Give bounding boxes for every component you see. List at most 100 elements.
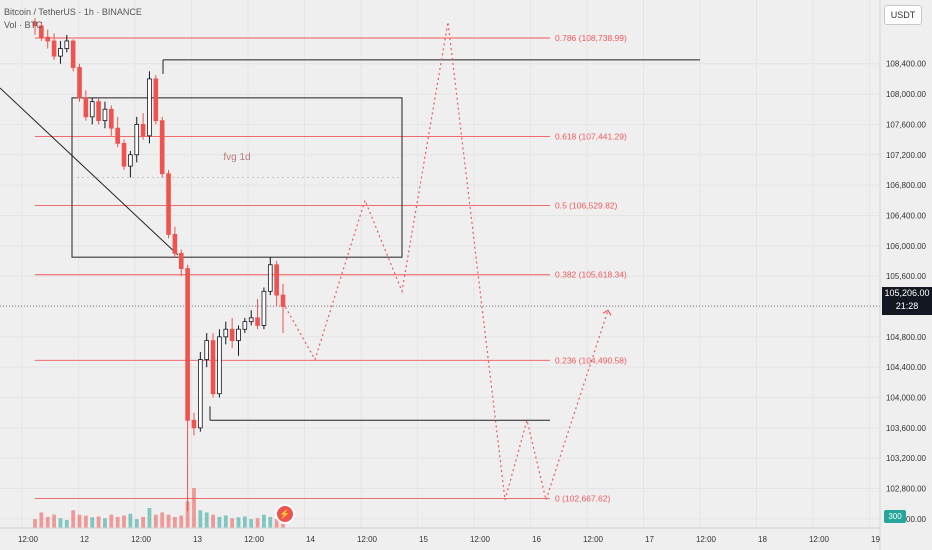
- volume-bar: [223, 515, 228, 528]
- volume-bar: [179, 515, 184, 528]
- y-tick-label: 104,400.00: [886, 363, 927, 372]
- candle-body: [185, 268, 190, 421]
- symbol-line[interactable]: Bitcoin / TetherUS · 1h · BINANCE: [4, 7, 142, 17]
- candle-body: [121, 142, 127, 167]
- x-tick-label: 12:00: [131, 535, 152, 544]
- volume-bar: [211, 514, 215, 528]
- flash-icon[interactable]: ⚡: [275, 504, 295, 524]
- candle-body: [32, 21, 38, 27]
- chart-header: Bitcoin / TetherUS · 1h · BINANCE Vol · …: [4, 6, 142, 32]
- y-tick-label: 103,200.00: [886, 454, 927, 463]
- candle-body: [242, 321, 248, 330]
- volume-bar: [64, 520, 69, 528]
- candle-body: [255, 317, 260, 326]
- volume-bar: [249, 519, 254, 528]
- candle-body: [204, 340, 210, 360]
- y-tick-label: 106,800.00: [886, 181, 927, 190]
- x-tick-label: 12: [80, 535, 89, 544]
- bar-countdown: 21:28: [895, 301, 919, 311]
- candle-body: [109, 108, 114, 129]
- candle-body: [147, 78, 152, 137]
- candle-body: [274, 264, 279, 296]
- x-tick-label: 13: [193, 535, 202, 544]
- x-tick-label: 12:00: [18, 535, 39, 544]
- fib-retracement[interactable]: 0.786 (108,738.99) 0.618 (107,441.29) 0.5 …: [35, 33, 627, 504]
- candle-body: [236, 328, 241, 342]
- volume-bar: [141, 516, 146, 528]
- candle-body: [115, 127, 120, 144]
- price-axis[interactable]: 108,400.00 108,000.00 107,600.00 107,200.00…: [879, 0, 927, 550]
- candle-body: [198, 359, 203, 429]
- candle-body: [267, 264, 273, 292]
- fib-level-label: 0.5 (106,529.82): [555, 201, 618, 211]
- candle-body: [153, 78, 159, 122]
- candle-body: [51, 40, 57, 57]
- volume-value-badge: 300: [884, 510, 906, 523]
- volume-bar: [77, 514, 82, 528]
- volume-bar: [172, 516, 177, 528]
- candle-body: [58, 48, 63, 57]
- volume-bar: [134, 519, 139, 528]
- x-tick-label: 15: [419, 535, 428, 544]
- candle-body: [134, 124, 140, 156]
- volume-bar: [122, 515, 126, 528]
- volume-bar: [198, 510, 203, 528]
- volume-line[interactable]: Vol · BTC: [4, 20, 43, 30]
- candle-body: [166, 173, 171, 235]
- x-tick-label: 12:00: [357, 535, 378, 544]
- fvg-label: fvg 1d: [223, 152, 250, 163]
- volume-bar: [268, 516, 273, 528]
- candle-body: [261, 290, 267, 326]
- volume-bar: [242, 516, 247, 528]
- fvg-label-group: fvg 1d: [223, 152, 250, 163]
- y-tick-label: 104,800.00: [886, 333, 927, 342]
- candle-body: [248, 317, 254, 323]
- y-tick-label: 102,800.00: [886, 485, 927, 494]
- trend-line: [0, 87, 179, 256]
- y-tick-label: 104,000.00: [886, 394, 927, 403]
- y-tick-label: 105,600.00: [886, 272, 927, 281]
- candle-body: [128, 154, 133, 167]
- y-tick-label: 106,000.00: [886, 242, 927, 251]
- currency-button[interactable]: USDT: [884, 5, 922, 25]
- volume-bar: [52, 514, 56, 528]
- x-tick-label: 12:00: [244, 535, 265, 544]
- x-tick-label: 16: [532, 535, 541, 544]
- current-price-badge: 105,206.00 21:28: [882, 287, 932, 315]
- candle-body: [96, 101, 101, 122]
- projection-arrowhead: [602, 309, 612, 316]
- volume-bar: [147, 508, 152, 528]
- fib-level-label: 0.786 (108,738.99): [555, 33, 627, 43]
- volume-bar: [109, 514, 114, 528]
- volume-bar: [160, 512, 165, 528]
- x-tick-label: 12:00: [470, 535, 491, 544]
- volume-bar: [83, 515, 88, 528]
- current-price-value: 105,206.00: [884, 288, 930, 298]
- candle-body: [89, 101, 95, 118]
- candle-body: [70, 40, 76, 68]
- time-axis[interactable]: 12:00 12 12:00 13 12:00 14 12:00 15 12:00 16 12:00…: [0, 527, 880, 544]
- projection-path: [282, 21, 609, 503]
- candle-body: [210, 340, 216, 395]
- volume-bar: [255, 518, 260, 528]
- candle-body: [140, 124, 146, 137]
- fib-level-label: 0 (102,667.62): [555, 494, 610, 504]
- candle-body: [229, 328, 235, 342]
- x-tick-label: 12:00: [583, 535, 604, 544]
- candle-body: [178, 252, 184, 269]
- volume-bar: [115, 516, 120, 528]
- volume-bars: [33, 488, 285, 528]
- volume-bar: [192, 488, 196, 528]
- drawings[interactable]: [0, 21, 880, 503]
- candles: [32, 18, 286, 512]
- volume-bar: [230, 518, 235, 528]
- x-tick-label: 18: [758, 535, 767, 544]
- y-tick-label: 108,400.00: [886, 60, 927, 69]
- x-tick-label: 14: [306, 535, 315, 544]
- volume-bar: [128, 513, 133, 528]
- volume-bar: [96, 516, 101, 528]
- x-tick-label: 17: [645, 535, 654, 544]
- volume-bar: [204, 512, 209, 528]
- candle-body: [217, 336, 222, 395]
